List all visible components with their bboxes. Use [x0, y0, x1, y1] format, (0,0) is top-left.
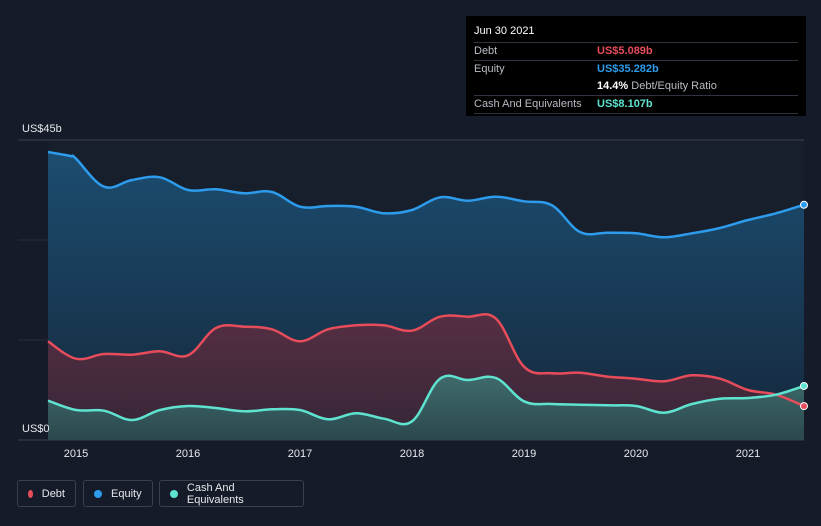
tooltip-equity-value: US$35.282b — [597, 63, 659, 75]
endpoint-debt — [800, 402, 808, 411]
tooltip-debt-value: US$5.089b — [597, 45, 653, 57]
x-axis: 2015 2016 2017 2018 2019 2020 2021 — [64, 448, 760, 460]
x-tick-label-2020: 2020 — [624, 448, 648, 460]
legend-item-equity[interactable]: Equity — [83, 480, 153, 507]
x-tick-label-2015: 2015 — [64, 448, 88, 460]
tooltip-cash-label: Cash And Equivalents — [474, 98, 582, 110]
line-equity — [47, 150, 805, 239]
y-axis: US$45b US$0 — [22, 123, 62, 435]
x-tick-label-2018: 2018 — [400, 448, 424, 460]
legend-equity-label: Equity — [111, 487, 142, 500]
series-areas — [48, 152, 804, 440]
equity-dot-icon — [94, 489, 102, 498]
endpoint-cash-and-equivalents — [800, 381, 808, 390]
y-axis-bottom-label: US$0 — [22, 423, 50, 435]
legend-item-cash[interactable]: Cash And Equivalents — [159, 480, 304, 507]
endpoint-equity — [800, 200, 808, 209]
area-cash-and-equivalents — [48, 375, 804, 440]
line-debt — [47, 312, 805, 408]
tooltip-ratio-label: Debt/Equity Ratio — [631, 80, 717, 92]
x-tick-label-2017: 2017 — [288, 448, 312, 460]
tooltip-ratio-row: 14.4% Debt/Equity Ratio — [474, 78, 798, 96]
x-tick-label-2021: 2021 — [736, 448, 760, 460]
legend-item-debt[interactable]: Debt — [17, 480, 76, 507]
series-endpoints — [800, 200, 808, 411]
x-tick-label-2019: 2019 — [512, 448, 536, 460]
tooltip-equity-label: Equity — [474, 63, 505, 75]
legend-cash-label: Cash And Equivalents — [186, 481, 244, 506]
tooltip-panel: Jun 30 2021 Debt US$5.089b Equity US$35.… — [466, 16, 806, 116]
y-axis-top-label: US$45b — [22, 123, 62, 135]
tooltip-cash-value: US$8.107b — [597, 98, 653, 110]
debt-dot-icon — [28, 489, 33, 498]
legend-debt-label: Debt — [41, 487, 65, 500]
series-lines — [47, 150, 805, 426]
x-tick-label-2016: 2016 — [176, 448, 200, 460]
cash-dot-icon — [170, 489, 178, 498]
line-cash-and-equivalents — [47, 374, 805, 426]
tooltip-equity-row: Equity US$35.282b — [474, 61, 798, 78]
tooltip-ratio: 14.4% Debt/Equity Ratio — [597, 78, 717, 95]
tooltip-cash-row: Cash And Equivalents US$8.107b — [474, 96, 798, 114]
tooltip-ratio-value: 14.4% — [597, 80, 629, 92]
tooltip-debt-label: Debt — [474, 45, 498, 57]
tooltip-date: Jun 30 2021 — [474, 22, 798, 43]
tooltip-debt-row: Debt US$5.089b — [474, 43, 798, 61]
